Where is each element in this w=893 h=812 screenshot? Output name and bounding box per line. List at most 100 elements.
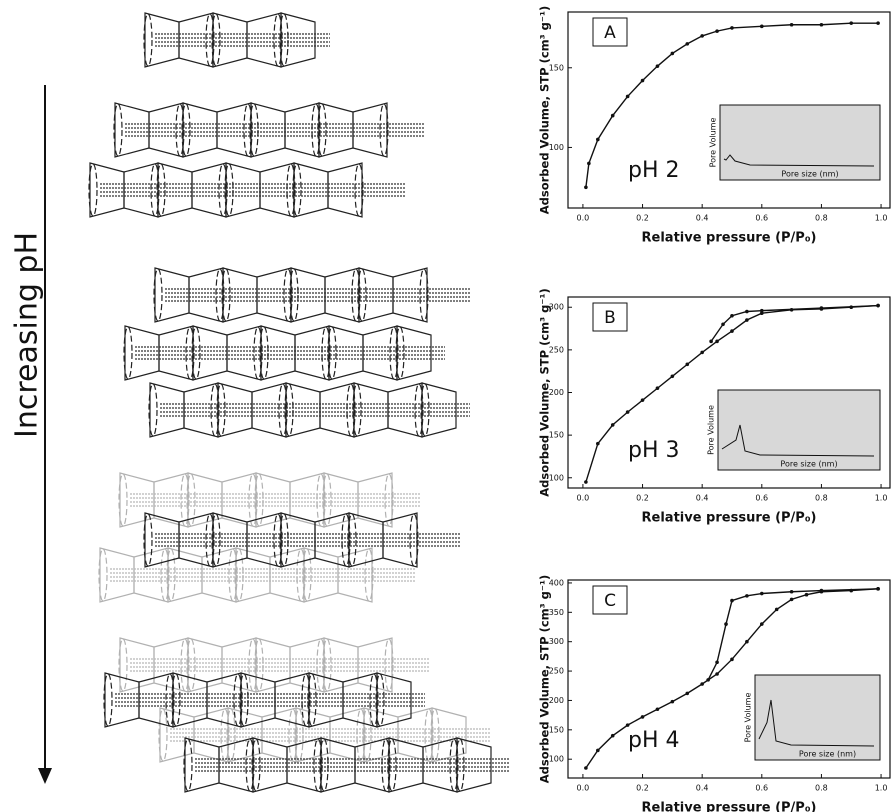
- cyclodextrin: [207, 673, 241, 727]
- isotherm-point: [849, 21, 853, 25]
- x-tick-label: 0.8: [815, 784, 828, 793]
- cd-row: [104, 673, 425, 727]
- cyclodextrin: [290, 473, 324, 527]
- cyclodextrin: [160, 708, 194, 762]
- isotherm-point: [584, 480, 588, 484]
- cyclodextrin: [252, 383, 286, 437]
- isotherm-point: [700, 682, 704, 686]
- isotherm-point: [596, 749, 600, 753]
- isotherm-point: [641, 79, 645, 83]
- isotherm-point: [611, 423, 615, 427]
- ph-annotation: pH 2: [628, 158, 680, 183]
- cyclodextrin: [270, 548, 304, 602]
- cyclodextrin: [150, 383, 184, 437]
- isotherm-line: [708, 589, 878, 680]
- cyclodextrin: [192, 163, 226, 217]
- cyclodextrin: [222, 638, 256, 692]
- cyclodextrin: [145, 13, 179, 67]
- isotherm-point: [685, 42, 689, 46]
- isotherm-point: [656, 386, 660, 390]
- x-tick-label: 0.6: [755, 784, 768, 793]
- x-tick-label: 1.0: [875, 494, 888, 503]
- cyclodextrin: [100, 548, 134, 602]
- cyclodextrin: [218, 383, 252, 437]
- cyclodextrin: [236, 548, 270, 602]
- cyclodextrin: [120, 473, 154, 527]
- cyclodextrin: [154, 638, 188, 692]
- isotherm-point: [671, 52, 675, 56]
- cyclodextrin: [383, 513, 417, 567]
- isotherm-point: [641, 715, 645, 719]
- cyclodextrin: [228, 708, 262, 762]
- cyclodextrin: [287, 738, 321, 792]
- cyclodextrin: [294, 163, 328, 217]
- isotherm-point: [587, 162, 591, 166]
- inset-x-label: Pore size (nm): [780, 460, 837, 469]
- isotherm-point: [820, 306, 824, 310]
- cyclodextrin: [260, 163, 294, 217]
- cyclodextrin: [247, 513, 281, 567]
- isotherm-point: [709, 340, 713, 344]
- x-tick-label: 0.8: [815, 214, 828, 223]
- ph-annotation: pH 4: [628, 728, 680, 753]
- cyclodextrin: [355, 738, 389, 792]
- cyclodextrin: [364, 708, 398, 762]
- isotherm-point: [820, 23, 824, 27]
- isotherm-point: [626, 95, 630, 99]
- isotherm-point: [760, 622, 764, 626]
- isotherm-point: [760, 309, 764, 313]
- cyclodextrin: [188, 473, 222, 527]
- cyclodextrin: [397, 326, 431, 380]
- isotherm-point: [626, 410, 630, 414]
- cyclodextrin: [183, 103, 217, 157]
- isotherm-point: [820, 589, 824, 593]
- cd-row: [89, 163, 405, 217]
- cd-row: [149, 383, 470, 437]
- cyclodextrin: [343, 673, 377, 727]
- cyclodextrin: [134, 548, 168, 602]
- cyclodextrin: [296, 708, 330, 762]
- cd-row: [99, 548, 415, 602]
- y-axis-label: Adsorbed Volume, STP (cm³ g⁻¹): [538, 288, 552, 497]
- cyclodextrin: [226, 163, 260, 217]
- cyclodextrin: [189, 268, 223, 322]
- cyclodextrin: [247, 13, 281, 67]
- isotherm-point: [775, 608, 779, 612]
- isotherm-point: [805, 593, 809, 597]
- cyclodextrin: [363, 326, 397, 380]
- isotherm-point: [760, 25, 764, 29]
- isotherm-point: [745, 594, 749, 598]
- schematic: [89, 13, 510, 792]
- cyclodextrin: [158, 163, 192, 217]
- inset-x-label: Pore size (nm): [799, 750, 856, 759]
- inset-y-label: Pore Volume: [709, 118, 718, 168]
- x-tick-label: 0.2: [636, 494, 649, 503]
- cyclodextrin: [338, 548, 372, 602]
- isotherm-point: [730, 314, 734, 318]
- cyclodextrin: [168, 548, 202, 602]
- cyclodextrin: [90, 163, 124, 217]
- isotherm-point: [790, 590, 794, 594]
- cyclodextrin: [261, 326, 295, 380]
- cyclodextrin: [155, 268, 189, 322]
- panel-label: A: [604, 23, 616, 43]
- isotherm-point: [730, 658, 734, 662]
- x-axis-label: Relative pressure (P/P₀): [642, 231, 817, 246]
- isotherm-point: [790, 23, 794, 27]
- isotherm-point: [715, 672, 719, 676]
- cd-row: [114, 103, 425, 157]
- panel-label: B: [604, 308, 616, 328]
- isotherm-point: [584, 185, 588, 189]
- isotherm-point: [876, 304, 880, 308]
- cyclodextrin: [393, 268, 427, 322]
- isotherm-point: [656, 64, 660, 68]
- cyclodextrin: [185, 738, 219, 792]
- isotherm-point: [715, 660, 719, 664]
- cyclodextrin: [202, 548, 236, 602]
- isotherm-point: [876, 587, 880, 591]
- x-tick-label: 1.0: [875, 214, 888, 223]
- cyclodextrin: [328, 163, 362, 217]
- isotherm-point: [626, 723, 630, 727]
- cyclodextrin: [359, 268, 393, 322]
- isotherm-point: [584, 766, 588, 770]
